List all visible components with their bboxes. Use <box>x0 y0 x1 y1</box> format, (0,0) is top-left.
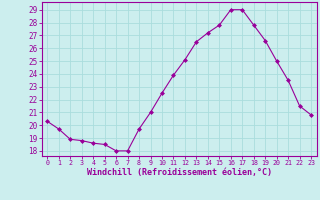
X-axis label: Windchill (Refroidissement éolien,°C): Windchill (Refroidissement éolien,°C) <box>87 168 272 177</box>
